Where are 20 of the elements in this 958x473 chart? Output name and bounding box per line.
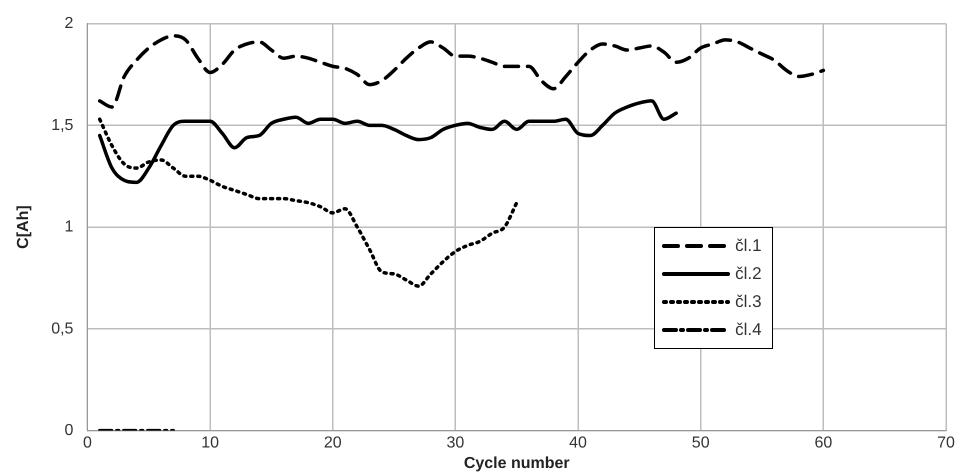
y-tick-label: 1 [64,218,74,236]
x-tick-label: 40 [569,434,588,452]
x-tick-label: 10 [201,434,220,452]
legend-label: čl.3 [735,292,762,312]
x-tick-label: 60 [814,434,832,452]
x-tick-label: 70 [937,434,955,452]
x-tick-label: 50 [692,434,710,452]
y-tick-label: 2 [64,15,74,32]
legend-label: čl.1 [735,236,762,256]
legend-label: čl.2 [735,264,762,284]
line-series [98,34,826,109]
x-tick-label: 20 [324,434,342,452]
y-tick-label: 0 [64,422,74,440]
y-axis-title: C[Ah] [15,205,32,249]
y-tick-label: 0,5 [51,320,74,338]
legend-label: čl.4 [735,320,762,340]
x-tick-label: 30 [446,434,464,452]
y-tick-label: 1,5 [51,116,74,134]
x-tick-label: 0 [82,434,92,452]
x-axis-title: Cycle number [464,454,570,472]
